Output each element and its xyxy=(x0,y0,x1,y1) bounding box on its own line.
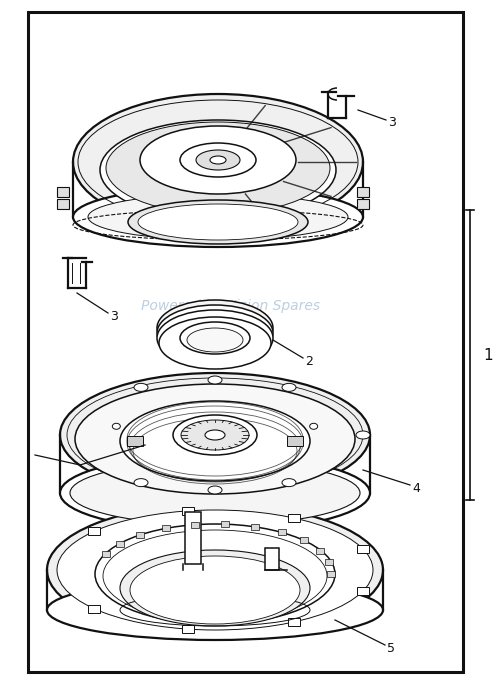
Ellipse shape xyxy=(75,384,355,494)
Bar xyxy=(136,532,144,538)
Ellipse shape xyxy=(310,423,318,429)
Ellipse shape xyxy=(60,455,370,531)
Text: 1: 1 xyxy=(483,347,492,363)
Bar xyxy=(325,559,333,565)
Bar xyxy=(358,587,369,594)
Text: 3: 3 xyxy=(110,310,118,323)
Ellipse shape xyxy=(208,376,222,384)
Ellipse shape xyxy=(106,122,330,214)
Bar xyxy=(185,512,201,564)
Ellipse shape xyxy=(70,461,360,525)
Ellipse shape xyxy=(180,322,250,354)
Bar xyxy=(57,199,69,209)
Ellipse shape xyxy=(130,556,300,624)
Bar xyxy=(250,524,259,530)
Ellipse shape xyxy=(157,310,273,366)
Bar xyxy=(181,507,193,515)
Ellipse shape xyxy=(73,187,363,247)
Ellipse shape xyxy=(157,305,273,361)
Bar xyxy=(181,625,193,633)
Ellipse shape xyxy=(196,150,240,170)
Ellipse shape xyxy=(88,194,348,240)
Ellipse shape xyxy=(205,430,225,440)
Bar xyxy=(327,571,335,577)
Bar xyxy=(265,548,279,570)
Text: 3: 3 xyxy=(388,116,396,129)
Ellipse shape xyxy=(208,486,222,494)
Ellipse shape xyxy=(138,204,298,240)
Ellipse shape xyxy=(95,524,335,624)
Bar xyxy=(28,12,463,672)
Ellipse shape xyxy=(282,479,296,486)
Ellipse shape xyxy=(120,550,310,626)
Text: 2: 2 xyxy=(305,354,313,367)
Text: Powered by Vision Spares: Powered by Vision Spares xyxy=(141,299,320,313)
Ellipse shape xyxy=(173,415,257,455)
Ellipse shape xyxy=(120,401,310,481)
Ellipse shape xyxy=(134,383,148,391)
Bar xyxy=(300,537,308,544)
Ellipse shape xyxy=(159,317,271,369)
Text: 5: 5 xyxy=(387,641,395,654)
Ellipse shape xyxy=(100,120,336,220)
Ellipse shape xyxy=(157,300,273,356)
Ellipse shape xyxy=(57,510,373,630)
Ellipse shape xyxy=(356,431,370,439)
Ellipse shape xyxy=(47,580,383,640)
Ellipse shape xyxy=(73,94,363,230)
Ellipse shape xyxy=(180,143,256,177)
Ellipse shape xyxy=(181,420,249,450)
Bar xyxy=(88,528,100,535)
Ellipse shape xyxy=(210,156,226,164)
Bar xyxy=(127,436,143,446)
Bar xyxy=(191,522,199,528)
Ellipse shape xyxy=(47,504,383,636)
Bar xyxy=(162,526,170,531)
Ellipse shape xyxy=(128,200,308,244)
Bar xyxy=(57,187,69,197)
Ellipse shape xyxy=(140,126,296,194)
Ellipse shape xyxy=(60,373,370,497)
Ellipse shape xyxy=(282,383,296,391)
Ellipse shape xyxy=(103,530,327,622)
Bar xyxy=(278,529,286,535)
Ellipse shape xyxy=(112,423,120,429)
Bar xyxy=(88,605,100,612)
Bar xyxy=(288,618,300,626)
Bar xyxy=(357,187,369,197)
Bar xyxy=(357,199,369,209)
Ellipse shape xyxy=(134,479,148,486)
Bar xyxy=(288,514,300,522)
Bar xyxy=(287,436,303,446)
Bar xyxy=(316,548,324,554)
Ellipse shape xyxy=(187,328,243,352)
Bar xyxy=(358,546,369,553)
Text: 4: 4 xyxy=(412,482,420,495)
Bar xyxy=(221,522,229,527)
Bar xyxy=(102,551,110,557)
Bar xyxy=(116,541,124,546)
